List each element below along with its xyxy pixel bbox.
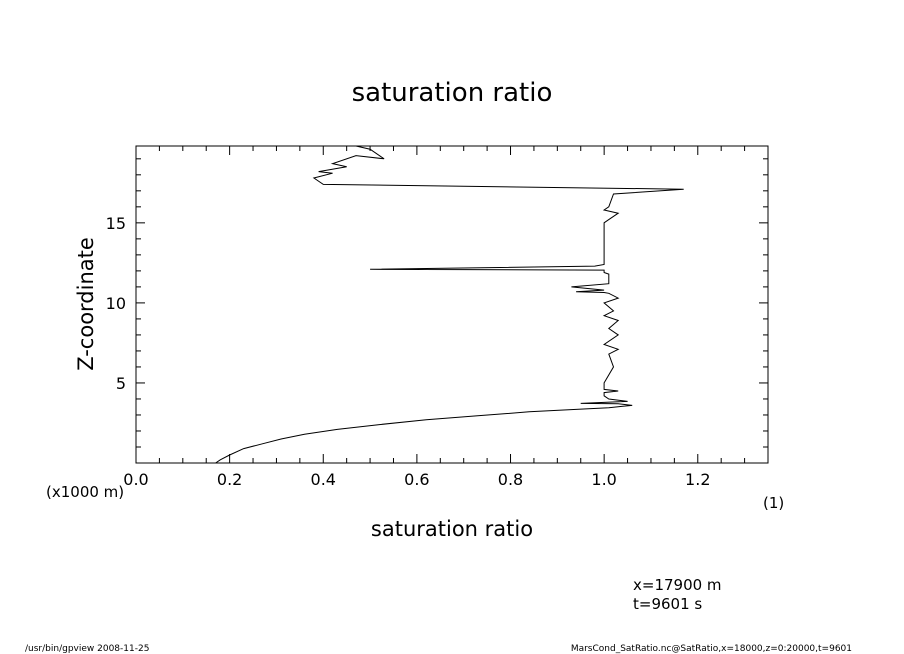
- footer-left-note: /usr/bin/gpview 2008-11-25: [25, 644, 149, 654]
- y-tick-label: 10: [106, 294, 126, 313]
- x-tick-label: 0.6: [404, 470, 429, 489]
- coordinate-x-readout: x=17900 m: [633, 576, 722, 594]
- axes: [135, 145, 769, 464]
- chart-title: saturation ratio: [352, 78, 553, 108]
- coordinate-t-readout: t=9601 s: [633, 595, 702, 613]
- y-tick-label: 15: [106, 214, 126, 233]
- footer-right-note: MarsCond_SatRatio.nc@SatRatio,x=18000,z=…: [571, 644, 852, 654]
- x-tick-label: 1.0: [591, 470, 616, 489]
- tick-labels: 0.0 0.2 0.4 0.6 0.8 1.0 1.2 5 10 15: [106, 214, 711, 489]
- series-group: [215, 145, 684, 464]
- x-tick-label: 0.2: [217, 470, 242, 489]
- y-unit-label: (x1000 m): [46, 483, 124, 501]
- y-tick-label: 5: [116, 374, 126, 393]
- x-tick-label: 1.2: [685, 470, 710, 489]
- plot-frame: [135, 145, 769, 464]
- x-axis-label: saturation ratio: [371, 517, 533, 541]
- x-tick-label: 0.4: [311, 470, 336, 489]
- y-axis-label: Z-coordinate: [74, 237, 98, 371]
- x-unit-label: (1): [763, 494, 784, 512]
- series-line: [215, 145, 684, 464]
- x-tick-label: 0.0: [123, 470, 148, 489]
- x-tick-label: 0.8: [498, 470, 523, 489]
- ticks: [135, 146, 769, 463]
